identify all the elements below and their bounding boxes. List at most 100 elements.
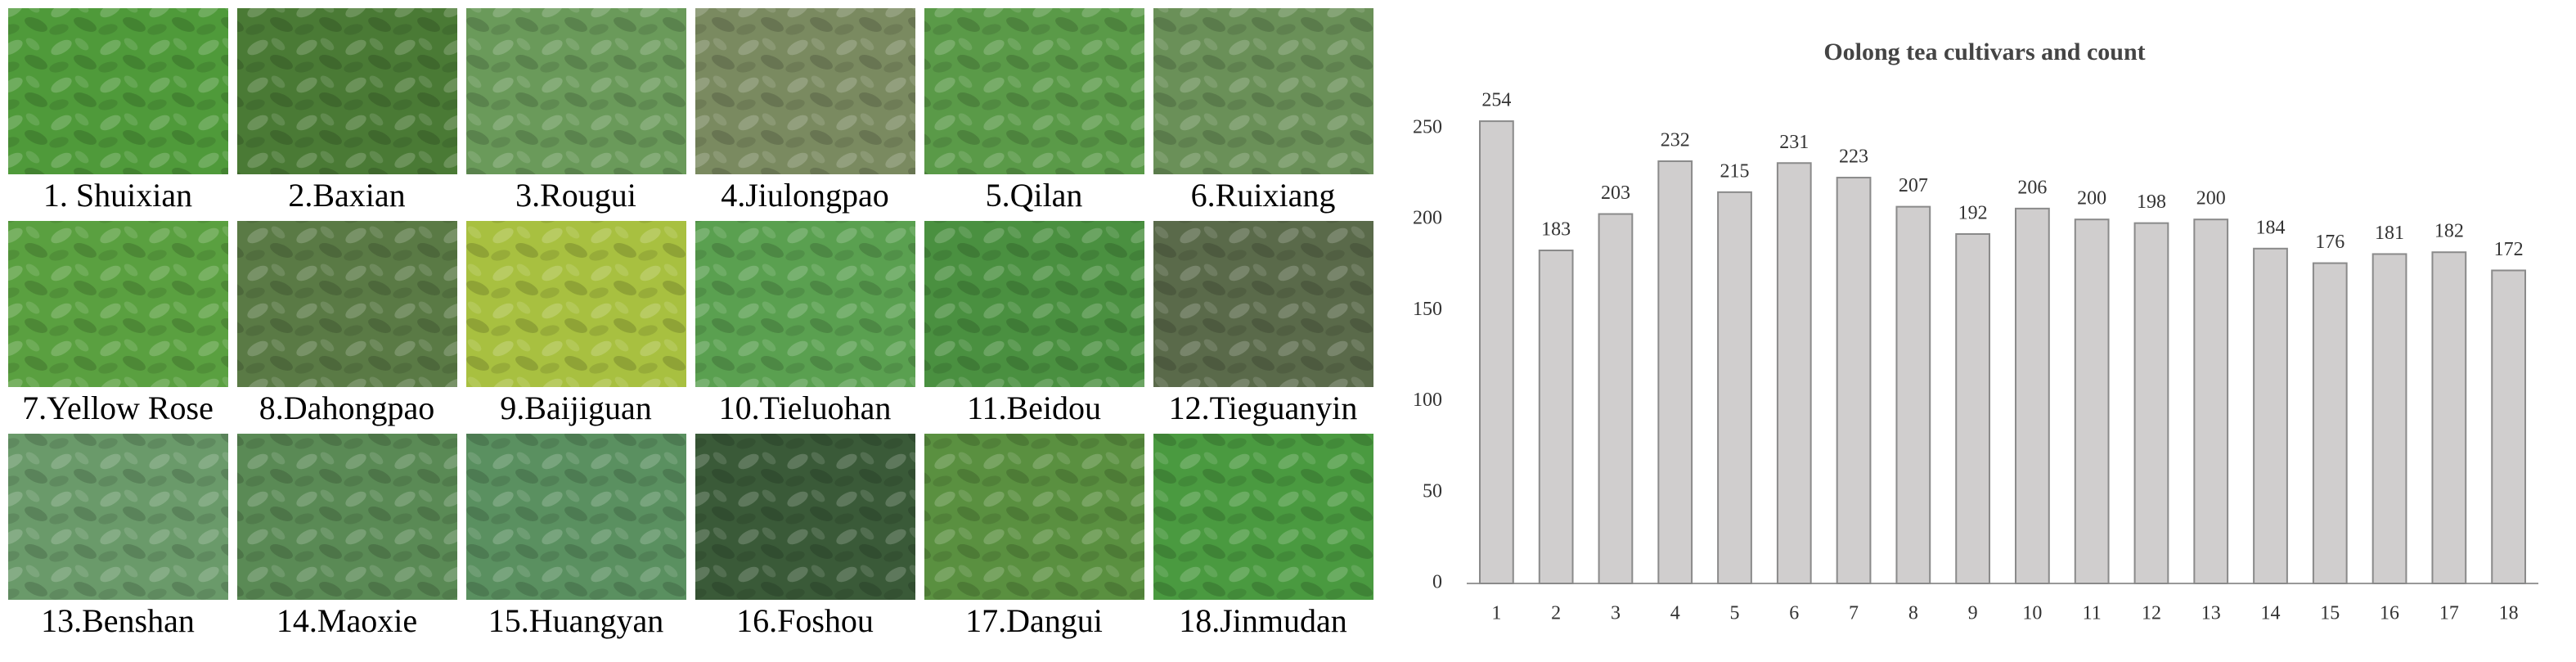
leaf-texture: [1153, 8, 1373, 174]
x-tick-label: 18: [2499, 603, 2519, 624]
photo-caption: 10.Tieluohan: [719, 390, 892, 426]
bar: [2193, 218, 2229, 584]
x-tick-label: 16: [2380, 603, 2399, 624]
leaf-texture: [695, 434, 915, 600]
value-label: 182: [2434, 221, 2464, 242]
bar: [2133, 222, 2169, 584]
y-tick-label: 50: [1423, 480, 1442, 502]
value-label: 198: [2137, 191, 2166, 213]
x-tick-label: 15: [2320, 603, 2340, 624]
leaf-texture: [466, 434, 686, 600]
leaf-texture: [924, 8, 1144, 174]
bar-chart: Oolong tea cultivars and count 0 50 100 150…: [1413, 38, 2538, 624]
leaf-texture: [8, 434, 228, 600]
x-tick-label: 4: [1670, 603, 1680, 624]
photo-caption: 3.Rougui: [515, 177, 636, 214]
photo-caption: 6.Ruixiang: [1191, 177, 1336, 214]
x-tick-label: 1: [1491, 603, 1501, 624]
value-label: 172: [2494, 239, 2524, 260]
photo-caption: 14.Maoxie: [276, 602, 417, 639]
value-label: 192: [1958, 202, 1988, 223]
photo-caption: 17.Dangui: [965, 602, 1103, 639]
leaf-texture: [237, 221, 457, 387]
photo-caption: 11.Beidou: [967, 390, 1101, 426]
y-tick-label: 150: [1413, 299, 1442, 320]
y-tick-label: 100: [1413, 390, 1442, 411]
bar: [2253, 247, 2288, 584]
photo-caption: 9.Baijiguan: [500, 390, 652, 426]
x-tick-label: 12: [2142, 603, 2161, 624]
bar: [2491, 269, 2526, 584]
bar: [2312, 262, 2348, 584]
leaf-texture: [466, 8, 686, 174]
photo-caption: 4.Jiulongpao: [721, 177, 889, 214]
leaf-texture: [8, 221, 228, 387]
value-label: 206: [2017, 177, 2047, 198]
photo-caption: 12.Tieguanyin: [1169, 390, 1358, 426]
photo-caption: 5.Qilan: [986, 177, 1083, 214]
x-tick-label: 6: [1789, 603, 1799, 624]
x-tick-label: 13: [2201, 603, 2221, 624]
value-label: 200: [2077, 188, 2106, 209]
value-label: 176: [2315, 232, 2344, 253]
bar: [1955, 232, 1990, 584]
x-tick-label: 7: [1849, 603, 1859, 624]
leaf-texture: [695, 221, 915, 387]
photo-caption: 8.Dahongpao: [259, 390, 434, 426]
photo-caption: 2.Baxian: [288, 177, 405, 214]
bar: [1598, 213, 1634, 584]
leaf-texture: [924, 221, 1144, 387]
leaf-texture: [466, 221, 686, 387]
photo-caption: 15.Huangyan: [488, 602, 663, 639]
value-label: 215: [1720, 160, 1750, 182]
photo-grid: 1. Shuixian 2.Baxian 3.Rougui 4.Jiulongpao 5…: [8, 8, 1373, 639]
x-tick-label: 17: [2439, 603, 2459, 624]
photo-caption: 7.Yellow Rose: [22, 390, 214, 426]
bar: [2371, 253, 2407, 584]
leaf-texture: [924, 434, 1144, 600]
x-tick-label: 8: [1908, 603, 1918, 624]
y-tick-label: 250: [1413, 117, 1442, 138]
bar: [2431, 251, 2467, 584]
leaf-texture: [8, 8, 228, 174]
value-label: 181: [2375, 223, 2404, 244]
value-label: 183: [1541, 219, 1571, 241]
leaf-texture: [1153, 434, 1373, 600]
x-tick-label: 9: [1968, 603, 1978, 624]
x-tick-label: 3: [1611, 603, 1621, 624]
bar: [1479, 120, 1514, 584]
y-tick-label: 200: [1413, 208, 1442, 229]
bar: [2015, 207, 2050, 585]
value-label: 254: [1481, 90, 1511, 111]
value-label: 203: [1601, 182, 1630, 204]
bar: [1657, 160, 1693, 585]
bar: [1776, 162, 1812, 585]
leaf-texture: [695, 8, 915, 174]
leaf-texture: [1153, 221, 1373, 387]
leaf-texture: [237, 8, 457, 174]
leaf-texture: [237, 434, 457, 600]
bar: [1538, 250, 1574, 584]
x-tick-label: 5: [1730, 603, 1740, 624]
bar: [2074, 218, 2110, 584]
y-tick-label: 0: [1432, 572, 1442, 593]
bar: [1895, 205, 1931, 585]
chart-title: Oolong tea cultivars and count: [1823, 38, 2145, 65]
value-label: 223: [1839, 146, 1868, 168]
x-tick-label: 14: [2261, 603, 2281, 624]
x-tick-label: 11: [2083, 603, 2102, 624]
value-label: 232: [1661, 130, 1690, 151]
x-tick-label: 10: [2022, 603, 2042, 624]
x-tick-label: 2: [1551, 603, 1561, 624]
value-label: 231: [1779, 132, 1809, 153]
bar: [1836, 177, 1872, 584]
photo-caption: 16.Foshou: [736, 602, 874, 639]
value-label: 200: [2196, 188, 2226, 209]
bar: [1717, 191, 1752, 584]
value-label: 207: [1899, 175, 1928, 196]
photo-caption: 18.Jinmudan: [1179, 602, 1347, 639]
photo-caption: 1. Shuixian: [43, 177, 192, 214]
photo-caption: 13.Benshan: [41, 602, 195, 639]
